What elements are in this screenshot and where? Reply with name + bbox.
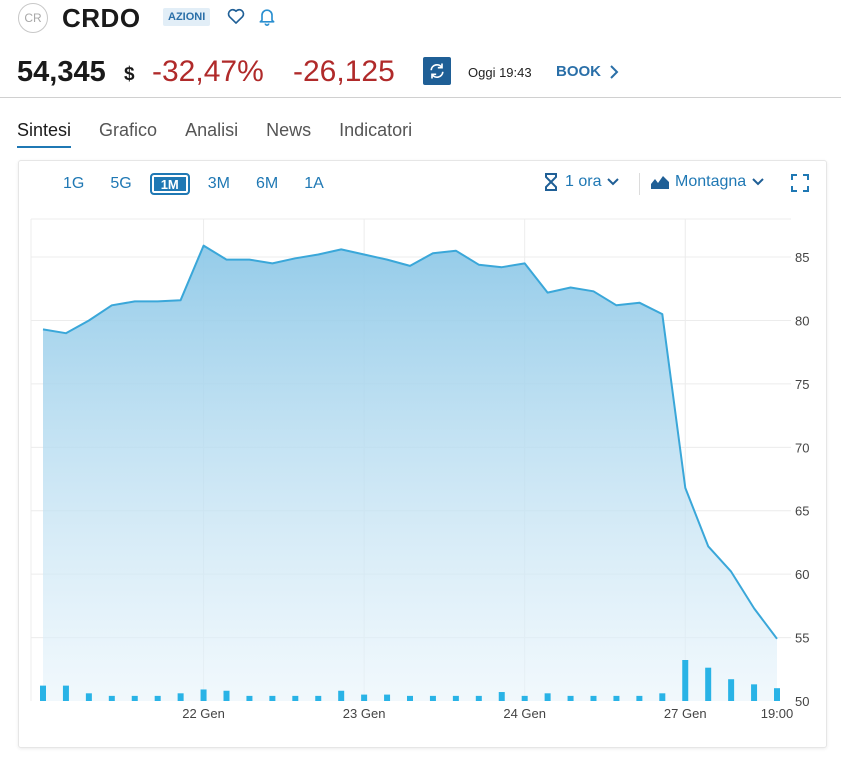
- tab-news[interactable]: News: [266, 120, 312, 140]
- volume-bar: [40, 685, 46, 701]
- volume-bar: [613, 695, 620, 701]
- logo-text: CR: [24, 11, 42, 25]
- x-tick-label: 22 Gen: [182, 706, 225, 721]
- refresh-icon: [430, 63, 444, 79]
- chart-type-label: Montagna: [675, 173, 747, 190]
- y-tick-label: 50: [795, 694, 809, 709]
- volume-bar: [62, 685, 69, 701]
- volume-bar: [544, 693, 551, 701]
- y-tick-label: 70: [795, 440, 809, 455]
- volume-bar: [682, 660, 689, 701]
- heart-icon[interactable]: [226, 6, 246, 26]
- section-tabs: Sintesi Grafico Analisi News Indicatori: [17, 120, 412, 148]
- volume-bar: [292, 695, 299, 701]
- range-selector: 1G 5G 1M 3M 6M 1A: [55, 173, 332, 195]
- interval-label: 1 ora: [565, 173, 602, 190]
- y-tick-label: 65: [795, 504, 809, 519]
- y-tick-label: 60: [795, 567, 809, 582]
- volume-bar: [751, 684, 758, 701]
- quote-header: CR CRDO AZIONI 54,345 $ -32,47% -26,125 …: [0, 0, 841, 98]
- y-tick-label: 80: [795, 313, 809, 328]
- refresh-button[interactable]: [423, 57, 451, 85]
- price-line: [42, 244, 778, 640]
- x-tick-label: 19:00: [761, 706, 794, 721]
- volume-bar: [452, 695, 459, 701]
- tab-indicatori[interactable]: Indicatori: [339, 120, 413, 140]
- price-area-fill: [43, 245, 777, 701]
- mountain-chart-icon: [651, 176, 669, 189]
- y-axis: 50 55 60 65 70 75 80 85: [795, 250, 809, 709]
- volume-bar: [223, 690, 230, 701]
- volume-bar: [705, 667, 712, 701]
- volume-bar: [728, 679, 735, 701]
- volume-bar: [177, 693, 184, 701]
- chevron-right-icon: [610, 64, 619, 79]
- y-tick-label: 55: [795, 631, 809, 646]
- volume-bar: [429, 695, 436, 701]
- y-tick-label: 75: [795, 377, 809, 392]
- volume-bar: [131, 695, 138, 701]
- volume-bar: [154, 695, 161, 701]
- book-link[interactable]: BOOK: [556, 63, 619, 80]
- volume-bar: [407, 695, 413, 701]
- volume-bar: [246, 695, 253, 701]
- volume-bar: [384, 694, 391, 701]
- chevron-down-icon: [752, 178, 764, 186]
- volume-bar: [590, 695, 597, 701]
- price-chart[interactable]: 50 55 60 65 70 75 80 85 22 Gen 23 Gen 24 Gen 27 Ge…: [19, 161, 828, 749]
- volume-bars: [40, 660, 780, 701]
- volume-bar: [659, 693, 666, 701]
- asset-type-badge: AZIONI: [163, 8, 211, 26]
- volume-bar: [315, 695, 322, 701]
- range-1a[interactable]: 1A: [304, 175, 324, 192]
- volume-bar: [636, 695, 643, 701]
- quote-time: Oggi 19:43: [468, 65, 532, 80]
- chart-area: [42, 244, 778, 701]
- toolbar-divider: [639, 173, 640, 195]
- bell-icon[interactable]: [257, 6, 277, 26]
- ticker-symbol: CRDO: [62, 3, 141, 33]
- volume-bar: [361, 694, 368, 701]
- chart-card: 1G 5G 1M 3M 6M 1A 1 ora Montagna: [18, 160, 827, 748]
- chevron-down-icon: [607, 178, 620, 186]
- range-1g[interactable]: 1G: [63, 175, 85, 192]
- volume-bar: [85, 693, 92, 701]
- book-label: BOOK: [556, 63, 601, 80]
- x-axis: 22 Gen 23 Gen 24 Gen 27 Gen 19:00: [182, 706, 793, 721]
- volume-bar: [475, 695, 482, 701]
- chart-type-dropdown[interactable]: Montagna: [651, 173, 764, 191]
- x-tick-label: 23 Gen: [343, 706, 386, 721]
- volume-bar: [269, 695, 276, 701]
- range-1m[interactable]: 1M: [149, 173, 190, 195]
- range-3m[interactable]: 3M: [207, 175, 230, 192]
- interval-dropdown[interactable]: 1 ora: [543, 173, 620, 191]
- fullscreen-icon[interactable]: [791, 174, 809, 192]
- y-tick-label: 85: [795, 250, 809, 265]
- currency-symbol: $: [124, 64, 135, 85]
- tab-sintesi[interactable]: Sintesi: [17, 120, 72, 148]
- x-tick-label: 27 Gen: [664, 706, 707, 721]
- last-price: 54,345: [17, 56, 106, 88]
- absolute-change: -26,125: [293, 55, 395, 88]
- range-6m[interactable]: 6M: [255, 175, 279, 192]
- volume-bar: [338, 690, 345, 701]
- volume-bar: [200, 689, 207, 701]
- company-logo: CR: [18, 3, 48, 33]
- hourglass-icon: [545, 173, 557, 191]
- tab-grafico[interactable]: Grafico: [99, 120, 158, 140]
- volume-bar: [108, 695, 115, 701]
- range-5g[interactable]: 5G: [110, 175, 132, 192]
- percent-change: -32,47%: [152, 55, 264, 88]
- volume-bar: [498, 692, 505, 701]
- volume-bar: [521, 695, 528, 701]
- volume-bar: [774, 688, 780, 701]
- x-tick-label: 24 Gen: [503, 706, 546, 721]
- volume-bar: [567, 695, 574, 701]
- tab-analisi[interactable]: Analisi: [185, 120, 239, 140]
